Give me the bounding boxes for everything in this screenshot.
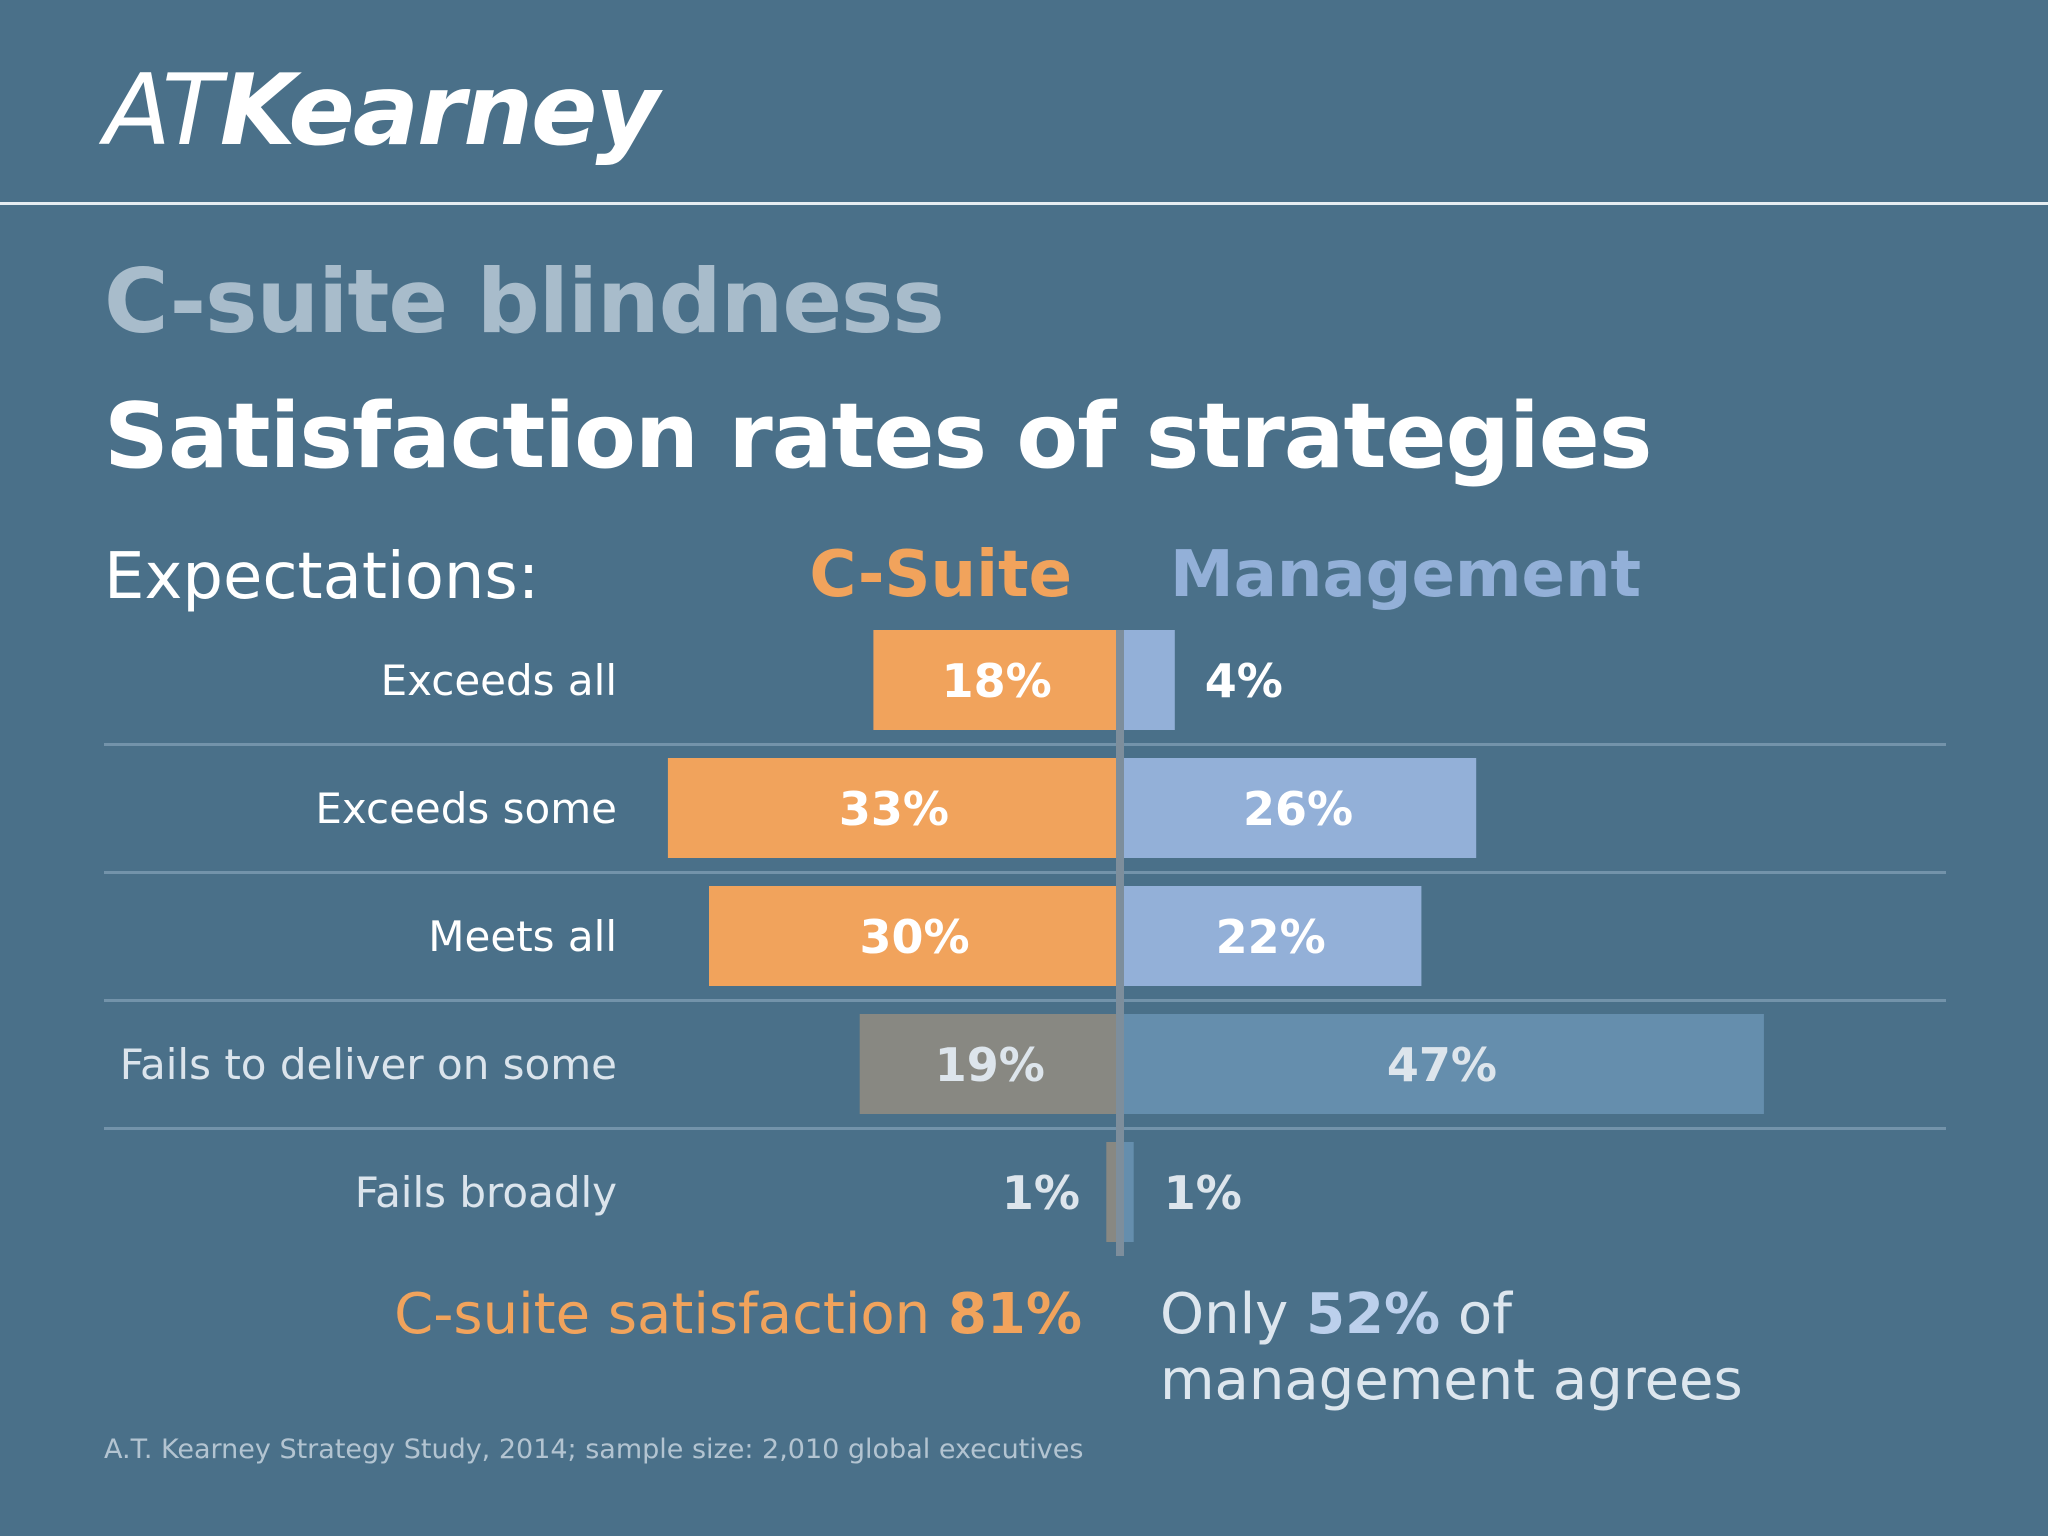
management-bar [1120,886,1422,986]
legend-csuite: C-Suite [809,538,1072,612]
csuite-value-label: 30% [859,910,969,964]
category-label: Exceeds all [381,656,617,705]
source-note: A.T. Kearney Strategy Study, 2014; sampl… [104,1434,1084,1465]
category-label: Exceeds some [315,784,617,833]
csuite-value-label: 1% [1002,1166,1080,1220]
category-label: Fails to deliver on some [120,1040,617,1089]
management-value-label: 22% [1216,910,1326,964]
management-bar [1120,1014,1764,1114]
management-value-label: 4% [1205,654,1283,708]
csuite-bar [859,1014,1120,1114]
management-value-label: 1% [1164,1166,1242,1220]
expectations-label: Expectations: [104,540,540,614]
csuite-bar [667,758,1120,858]
management-summary: Only 52% of management agrees [1160,1282,1743,1413]
management-bar [1120,630,1175,730]
row-divider [104,1127,1946,1130]
header-divider [0,202,2048,205]
csuite-value-label: 19% [935,1038,1045,1092]
center-axis [1116,630,1124,1256]
row-divider [104,871,1946,874]
logo: ATKearney [104,54,659,168]
legend-management: Management [1170,538,1642,612]
csuite-bar [873,630,1120,730]
category-label: Meets all [428,912,617,961]
row-divider [104,999,1946,1002]
category-label: Fails broadly [355,1168,617,1217]
csuite-bar [709,886,1120,986]
kicker: C-suite blindness [104,250,945,353]
csuite-value-label: 33% [839,782,949,836]
csuite-summary: C-suite satisfaction 81% [394,1282,1082,1347]
chart-title: Satisfaction rates of strategies [104,384,1652,489]
management-value-label: 47% [1387,1038,1497,1092]
row-divider [104,743,1946,746]
management-value-label: 26% [1243,782,1353,836]
csuite-value-label: 18% [942,654,1052,708]
management-bar [1120,758,1477,858]
